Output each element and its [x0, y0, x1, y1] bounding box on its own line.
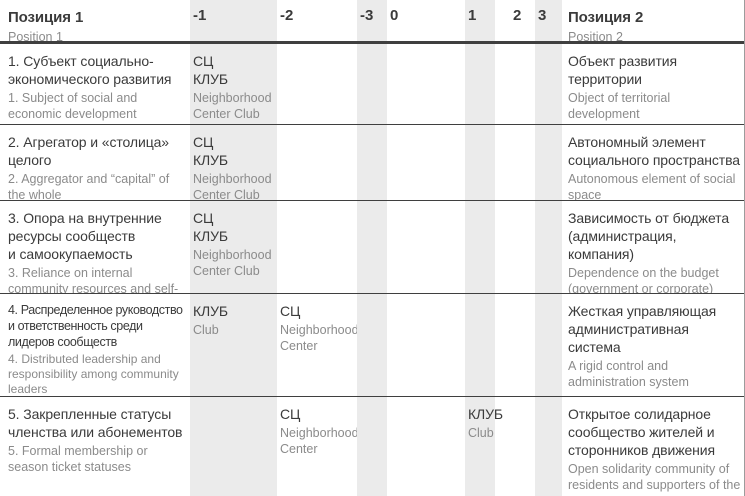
- cell-position2: Объект развития территории Object of ter…: [562, 44, 744, 124]
- row-title-ru: 5. Закрепленные статусы членства или або…: [8, 406, 183, 440]
- marker-en: Neighborhood Center: [280, 426, 357, 456]
- header-position1-ru: Позиция 1: [8, 9, 84, 26]
- table-row-4: 4. Распределенное руководство и ответств…: [0, 293, 744, 396]
- marker-ru: СЦ: [280, 406, 301, 422]
- row-title-en: 1. Subject of social and economic develo…: [8, 91, 138, 121]
- row-pos2-ru: Автономный элемент социального пространс…: [568, 134, 740, 168]
- cell-minus1: КЛУБ Club: [190, 294, 277, 396]
- cell-zero: [387, 294, 465, 396]
- cell-minus2: [277, 44, 357, 124]
- cell-position1: 5. Закрепленные статусы членства или або…: [0, 397, 190, 496]
- row-pos2-ru: Жесткая управляющая административная сис…: [568, 303, 717, 355]
- cell-zero: [387, 201, 465, 293]
- cell-position1: 1. Субъект социально- экономического раз…: [0, 44, 190, 124]
- cell-plus3: [535, 294, 562, 396]
- cell-position2: Открытое солидарное сообщество жителей и…: [562, 397, 744, 496]
- cell-zero: [387, 125, 465, 200]
- row-pos2-en: A rigid control and administration syste…: [568, 359, 689, 389]
- marker-ru: СЦ: [280, 303, 301, 319]
- marker-ru: КЛУБ: [468, 406, 504, 422]
- cell-plus2: [510, 397, 535, 496]
- marker-ru: СЦ КЛУБ: [193, 210, 229, 244]
- cell-plus1: [465, 125, 510, 200]
- cell-position2: Зависимость от бюджета (администрация, к…: [562, 201, 744, 293]
- row-pos2-en: Dependence on the budget (government or …: [568, 266, 719, 293]
- row-pos2-en: Object of territorial development: [568, 91, 671, 121]
- cell-plus2: [510, 44, 535, 124]
- cell-minus1: СЦ КЛУБ Neighborhood Center Club: [190, 44, 277, 124]
- marker-en: Neighborhood Center: [280, 323, 357, 353]
- marker-en: Club: [193, 323, 219, 337]
- cell-zero: [387, 397, 465, 496]
- table-row-5: 5. Закрепленные статусы членства или або…: [0, 396, 744, 496]
- scale-header-minus-2: -2: [280, 7, 294, 24]
- cell-minus3: [357, 397, 387, 496]
- scale-header-plus-1: 1: [465, 0, 510, 41]
- header-position2-en: Position 2: [568, 30, 623, 41]
- header-position1: Позиция 1 Position 1: [0, 0, 190, 41]
- cell-plus3: [535, 44, 562, 124]
- cell-minus2: СЦ Neighborhood Center: [277, 294, 357, 396]
- row-title-en: 3. Reliance on internal community resour…: [8, 266, 179, 293]
- scale-header-plus-2: 2: [513, 7, 522, 24]
- header-position2-ru: Позиция 2: [568, 9, 644, 26]
- cell-minus1: СЦ КЛУБ Neighborhood Center Club: [190, 201, 277, 293]
- row-title-ru: 2. Агрегатор и «столица» целого: [8, 134, 169, 168]
- marker-ru: СЦ КЛУБ: [193, 53, 229, 87]
- cell-plus3: [535, 201, 562, 293]
- cell-minus3: [357, 201, 387, 293]
- marker-en: Neighborhood Center Club: [193, 248, 272, 278]
- cell-position1: 3. Опора на внутренние ресурсы сообществ…: [0, 201, 190, 293]
- marker-ru: СЦ КЛУБ: [193, 134, 229, 168]
- cell-minus2: [277, 201, 357, 293]
- scale-header-plus-3: 3: [535, 0, 562, 41]
- row-pos2-en: Autonomous element of social space: [568, 172, 736, 200]
- row-title-en: 5. Formal membership or season ticket st…: [8, 444, 148, 474]
- cell-minus1: СЦ КЛУБ Neighborhood Center Club: [190, 125, 277, 200]
- header-position2: Позиция 2 Position 2: [562, 0, 744, 41]
- cell-minus3: [357, 44, 387, 124]
- cell-plus3: [535, 397, 562, 496]
- table-row-1: 1. Субъект социально- экономического раз…: [0, 43, 744, 124]
- table-row-2: 2. Агрегатор и «столица» целого 2. Aggre…: [0, 124, 744, 200]
- cell-plus1: [465, 201, 510, 293]
- marker-en: Neighborhood Center Club: [193, 172, 272, 200]
- cell-position1: 4. Распределенное руководство и ответств…: [0, 294, 190, 396]
- scale-header-minus-3: -3: [357, 0, 387, 41]
- row-pos2-ru: Зависимость от бюджета (администрация, к…: [568, 210, 730, 262]
- header-row: Позиция 1 Position 1 -1 -2 -3 0 1 2 3 По…: [0, 0, 744, 43]
- cell-minus3: [357, 125, 387, 200]
- row-title-ru: 4. Распределенное руководство и ответств…: [8, 303, 183, 349]
- scale-header-zero: 0: [390, 7, 399, 24]
- cell-plus2: [510, 294, 535, 396]
- header-position1-en: Position 1: [8, 30, 63, 41]
- cell-minus2: [277, 125, 357, 200]
- marker-ru: КЛУБ: [193, 303, 229, 319]
- cell-minus3: [357, 294, 387, 396]
- row-title-en: 2. Aggregator and “capital” of the whole: [8, 172, 170, 200]
- cell-minus1: [190, 397, 277, 496]
- cell-position2: Жесткая управляющая административная сис…: [562, 294, 744, 396]
- cell-minus2: СЦ Neighborhood Center: [277, 397, 357, 496]
- cell-zero: [387, 44, 465, 124]
- cell-plus2: [510, 125, 535, 200]
- table-row-3: 3. Опора на внутренние ресурсы сообществ…: [0, 200, 744, 293]
- marker-en: Club: [468, 426, 494, 440]
- cell-plus1: [465, 44, 510, 124]
- cell-position2: Автономный элемент социального пространс…: [562, 125, 744, 200]
- row-pos2-en: Open solidarity community of residents a…: [568, 462, 741, 496]
- cell-plus1: [465, 294, 510, 396]
- row-title-ru: 3. Опора на внутренние ресурсы сообществ…: [8, 210, 162, 262]
- scale-header-minus-1: -1: [190, 0, 277, 41]
- cell-position1: 2. Агрегатор и «столица» целого 2. Aggre…: [0, 125, 190, 200]
- row-pos2-ru: Открытое солидарное сообщество жителей и…: [568, 406, 716, 458]
- row-pos2-ru: Объект развития территории: [568, 53, 677, 87]
- marker-en: Neighborhood Center Club: [193, 91, 272, 121]
- cell-plus1: КЛУБ Club: [465, 397, 510, 496]
- cell-plus3: [535, 125, 562, 200]
- row-title-ru: 1. Субъект социально- экономического раз…: [8, 53, 172, 87]
- cell-plus2: [510, 201, 535, 293]
- row-title-en: 4. Distributed leadership and responsibi…: [8, 352, 179, 396]
